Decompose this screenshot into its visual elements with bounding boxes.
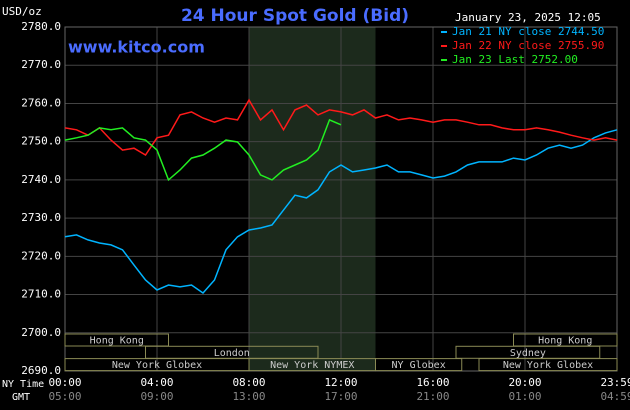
x-axis-label: NY Time bbox=[2, 379, 44, 390]
x2-tick-label: 09:00 bbox=[140, 390, 173, 403]
x-tick-label: 12:00 bbox=[324, 376, 357, 389]
session-shade bbox=[249, 27, 376, 371]
x-tick-label: 08:00 bbox=[232, 376, 265, 389]
watermark: www.kitco.com bbox=[68, 38, 205, 57]
session-label: Hong Kong bbox=[90, 336, 144, 347]
y-tick-label: 2770.0 bbox=[21, 58, 61, 71]
session-label: New York Globex bbox=[112, 360, 202, 371]
session-label: NY Globex bbox=[392, 360, 446, 371]
y-tick-label: 2720.0 bbox=[21, 249, 61, 262]
legend-label: Jan 21 NY close 2744.50 bbox=[452, 25, 604, 38]
session-label: New York NYMEX bbox=[270, 360, 354, 371]
series-line bbox=[64, 98, 618, 157]
x-tick-label: 16:00 bbox=[416, 376, 449, 389]
legend-label: Jan 22 NY close 2755.90 bbox=[452, 39, 604, 52]
session-label: New York Globex bbox=[503, 360, 593, 371]
session-label: London bbox=[214, 348, 250, 359]
session-box bbox=[478, 358, 618, 372]
x2-tick-label: 17:00 bbox=[324, 390, 357, 403]
chart-title: 24 Hour Spot Gold (Bid) bbox=[181, 6, 409, 26]
y-tick-label: 2710.0 bbox=[21, 288, 61, 301]
x-tick-label: 04:00 bbox=[140, 376, 173, 389]
session-label: Sydney bbox=[510, 348, 546, 359]
y-tick-label: 2750.0 bbox=[21, 135, 61, 148]
y-tick-label: 2760.0 bbox=[21, 96, 61, 109]
timestamp: January 23, 2025 12:05 bbox=[455, 11, 601, 24]
x2-tick-label: 13:00 bbox=[232, 390, 265, 403]
y-tick-label: 2740.0 bbox=[21, 173, 61, 186]
session-label: Hong Kong bbox=[538, 336, 592, 347]
y-tick-label: 2700.0 bbox=[21, 326, 61, 339]
x2-tick-label: 05:00 bbox=[48, 390, 81, 403]
x-tick-label: 20:00 bbox=[508, 376, 541, 389]
x-tick-label: 00:00 bbox=[48, 376, 81, 389]
x2-tick-label: 01:00 bbox=[508, 390, 541, 403]
x2-tick-label: 21:00 bbox=[416, 390, 449, 403]
series-line bbox=[64, 118, 342, 182]
y-tick-label: 2730.0 bbox=[21, 211, 61, 224]
session-box bbox=[375, 358, 463, 372]
x2-tick-label: 04:59 bbox=[600, 390, 630, 403]
y-tick-label: 2780.0 bbox=[21, 20, 61, 33]
series-line bbox=[64, 129, 618, 294]
session-box bbox=[64, 333, 169, 347]
x2-axis-label: GMT bbox=[12, 392, 30, 403]
y-axis-label: USD/oz bbox=[2, 5, 42, 18]
legend-label: Jan 23 Last 2752.00 bbox=[452, 53, 578, 66]
x-tick-label: 23:59 bbox=[600, 376, 630, 389]
y-tick-label: 2690.0 bbox=[21, 364, 61, 377]
